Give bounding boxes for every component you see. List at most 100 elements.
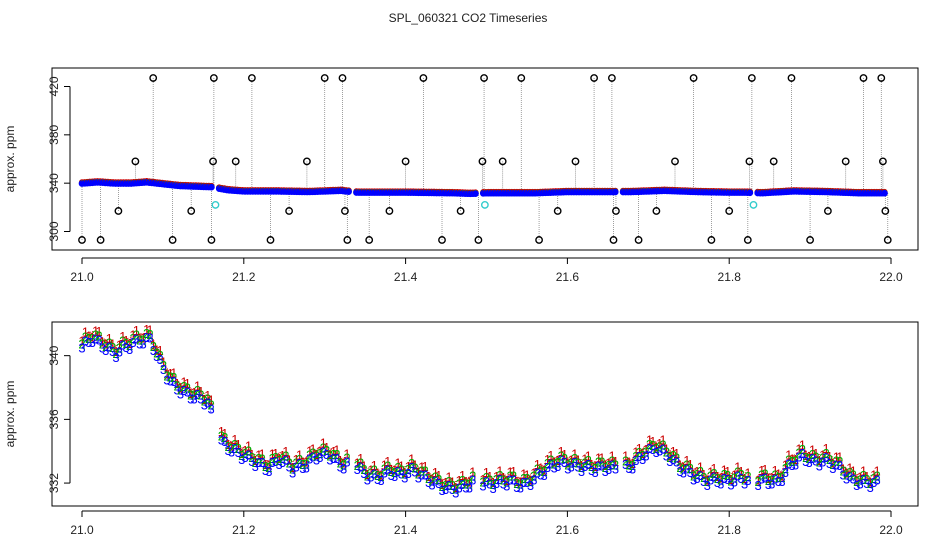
series-3-glyph: 3 xyxy=(231,441,238,456)
series-1-glyph: 1 xyxy=(812,446,819,461)
series-2-glyph: 2 xyxy=(490,477,497,492)
series-1-glyph: 1 xyxy=(568,453,575,468)
series-3-glyph: 3 xyxy=(428,477,435,492)
series-3-glyph: 3 xyxy=(714,475,721,490)
spike-marker xyxy=(725,207,734,215)
series-2-glyph: 2 xyxy=(133,328,140,343)
series-3-glyph: 3 xyxy=(415,470,422,485)
series-1-glyph: 1 xyxy=(309,441,316,456)
series-1-glyph: 1 xyxy=(676,458,683,473)
series-3-glyph: 3 xyxy=(775,474,782,489)
series-1-glyph: 1 xyxy=(775,467,782,482)
series-1-glyph: 1 xyxy=(469,464,476,479)
series-1-glyph: 1 xyxy=(870,467,877,482)
series-3-glyph: 3 xyxy=(839,468,846,483)
series-2-glyph: 2 xyxy=(873,468,880,483)
series-3-glyph: 3 xyxy=(683,462,690,477)
series-2-glyph: 2 xyxy=(218,428,225,443)
series-3-glyph: 3 xyxy=(119,338,126,353)
series-3-glyph: 3 xyxy=(309,449,316,464)
series-3-glyph: 3 xyxy=(354,462,361,477)
series-1-glyph: 1 xyxy=(269,447,276,462)
series-1-glyph: 1 xyxy=(520,467,527,482)
series-2-glyph: 2 xyxy=(551,457,558,472)
series-3-point xyxy=(746,189,754,197)
series-1-glyph: 1 xyxy=(231,432,238,447)
bottom-x-axis: 21.0 21.2 21.4 21.6 21.8 22.0 xyxy=(70,510,903,537)
series-1-glyph: 1 xyxy=(388,462,395,477)
series-3-glyph: 3 xyxy=(106,340,113,355)
series-3-glyph: 3 xyxy=(772,472,779,487)
series-2-glyph: 2 xyxy=(782,461,789,476)
series-2-glyph: 2 xyxy=(646,437,653,452)
series-2-glyph: 2 xyxy=(265,460,272,475)
series-3-glyph: 3 xyxy=(255,455,262,470)
top-x-tick-label: 21.4 xyxy=(394,270,418,284)
series-1-glyph: 1 xyxy=(330,444,337,459)
spike-marker xyxy=(823,207,832,215)
series-2-glyph: 2 xyxy=(109,340,116,355)
series-2-glyph: 2 xyxy=(578,460,585,475)
series-2-glyph: 2 xyxy=(456,476,463,491)
series-1-glyph: 1 xyxy=(435,468,442,483)
series-1-glyph: 1 xyxy=(714,469,721,484)
series-1-glyph: 1 xyxy=(564,456,571,471)
spike-marker xyxy=(401,157,410,166)
series-3-glyph: 3 xyxy=(493,476,500,491)
series-2-glyph: 2 xyxy=(401,467,408,482)
series-1-glyph: 1 xyxy=(411,458,418,473)
series-3-glyph: 3 xyxy=(608,457,615,472)
series-2-glyph: 2 xyxy=(428,473,435,488)
series-1-glyph: 1 xyxy=(727,472,734,487)
series-3-glyph: 3 xyxy=(360,466,367,481)
top-x-axis: 21.0 21.2 21.4 21.6 21.8 22.0 xyxy=(70,257,903,284)
series-3-glyph: 3 xyxy=(157,352,164,367)
series-2-glyph: 2 xyxy=(85,331,92,346)
series-3-glyph: 3 xyxy=(191,391,198,406)
series-2-glyph: 2 xyxy=(432,469,439,484)
series-1-glyph: 1 xyxy=(819,448,826,463)
series-1-glyph: 1 xyxy=(527,473,534,488)
series-2-glyph: 2 xyxy=(316,446,323,461)
series-3-glyph: 3 xyxy=(381,466,388,481)
bottom-data-marks: 1231231231231231231231231231231231231231… xyxy=(78,322,880,501)
series-1-glyph: 1 xyxy=(493,469,500,484)
series-3-glyph: 3 xyxy=(649,442,656,457)
series-3-glyph: 3 xyxy=(167,374,174,389)
series-2-glyph: 2 xyxy=(676,460,683,475)
series-1-glyph: 1 xyxy=(303,454,310,469)
series-3-glyph: 3 xyxy=(292,460,299,475)
series-2-glyph: 2 xyxy=(112,346,119,361)
series-1-glyph: 1 xyxy=(160,355,167,370)
spike-marker xyxy=(498,157,507,166)
series-1-glyph: 1 xyxy=(191,385,198,400)
series-2-glyph: 2 xyxy=(673,450,680,465)
series-1-glyph: 1 xyxy=(540,462,547,477)
series-2-glyph: 2 xyxy=(768,472,775,487)
series-1-glyph: 1 xyxy=(724,464,731,479)
series-3-glyph: 3 xyxy=(282,453,289,468)
series-1-glyph: 1 xyxy=(272,446,279,461)
series-1-glyph: 1 xyxy=(581,452,588,467)
series-2-glyph: 2 xyxy=(513,476,520,491)
series-2-glyph: 2 xyxy=(418,463,425,478)
series-3-glyph: 3 xyxy=(591,465,598,480)
series-1-glyph: 1 xyxy=(150,337,157,352)
series-2-glyph: 2 xyxy=(826,452,833,467)
bottom-panel: approx. ppm 21.0 21.2 21.4 21.6 21.8 22.0 332… xyxy=(3,321,919,537)
series-3-glyph: 3 xyxy=(595,459,602,474)
series-2-glyph: 2 xyxy=(204,392,211,407)
series-3-glyph: 3 xyxy=(279,455,286,470)
series-3-glyph: 3 xyxy=(826,456,833,471)
series-2-glyph: 2 xyxy=(816,455,823,470)
series-1-glyph: 1 xyxy=(806,449,813,464)
series-1-glyph: 1 xyxy=(82,325,89,340)
series-1-glyph: 1 xyxy=(510,464,517,479)
series-1-glyph: 1 xyxy=(693,464,700,479)
series-2-glyph: 2 xyxy=(653,441,660,456)
series-3-glyph: 3 xyxy=(89,335,96,350)
series-1-glyph: 1 xyxy=(337,453,344,468)
series-3-glyph: 3 xyxy=(785,456,792,471)
series-1-glyph: 1 xyxy=(180,375,187,390)
